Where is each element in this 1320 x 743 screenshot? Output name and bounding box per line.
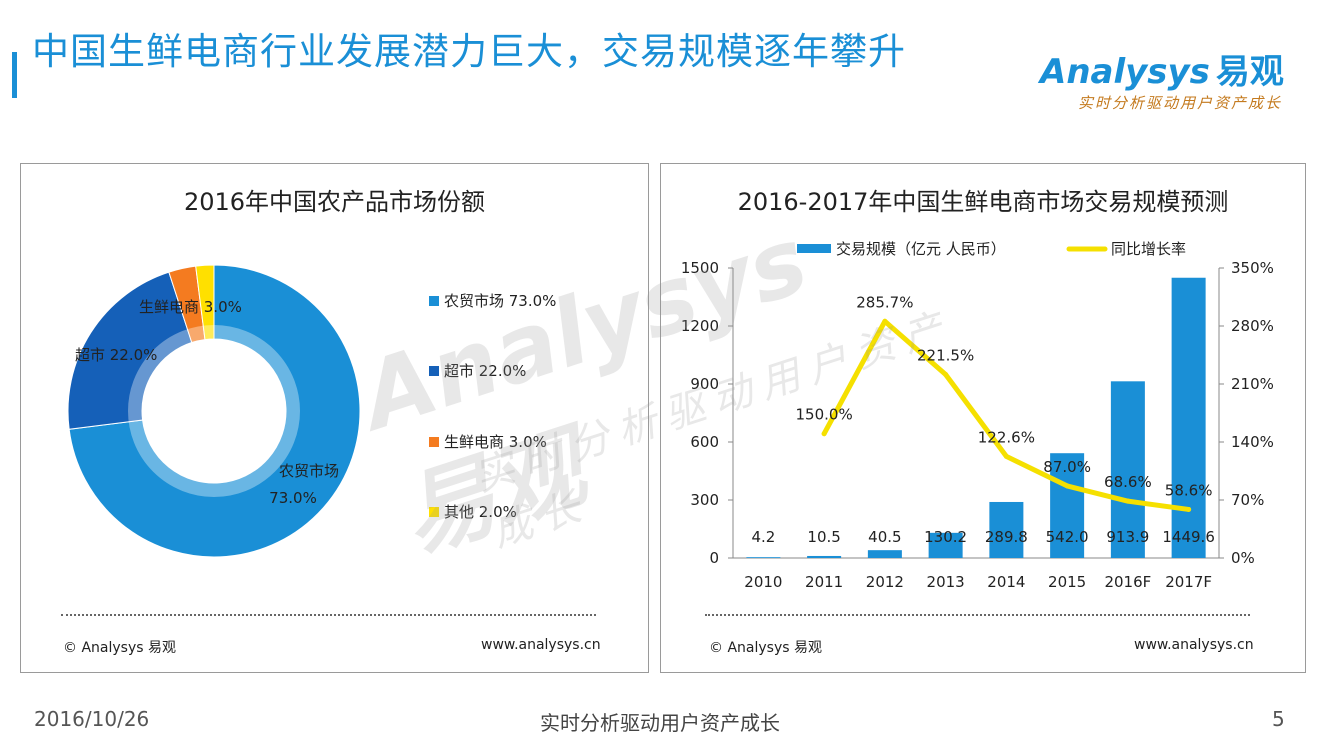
y-left-tick-label: 1500 bbox=[681, 259, 719, 277]
panel-divider bbox=[705, 614, 1250, 616]
legend-swatch bbox=[429, 296, 439, 306]
legend-swatch bbox=[429, 366, 439, 376]
legend-label: 同比增长率 bbox=[1111, 240, 1186, 258]
y-right-tick-label: 350% bbox=[1231, 259, 1274, 277]
y-left-tick-label: 1200 bbox=[681, 317, 719, 335]
logo-brand: Analysys bbox=[1040, 52, 1210, 92]
legend-swatch bbox=[429, 507, 439, 517]
bar bbox=[1050, 453, 1085, 558]
transaction-scale-panel: 2016-2017年中国生鲜电商市场交易规模预测 交易规模（亿元 人民币） 同比增… bbox=[660, 163, 1306, 673]
bar bbox=[989, 501, 1024, 558]
bar-value-label: 913.9 bbox=[1106, 528, 1149, 546]
bar bbox=[1110, 381, 1145, 558]
bar-value-label: 40.5 bbox=[868, 528, 901, 546]
donut-slice bbox=[67, 271, 193, 430]
title-accent-bar bbox=[12, 52, 17, 98]
donut-chart: 农贸市场 73.0% 超市 22.0% 生鲜电商 3.0% 农贸市场 73.0% 超市 2… bbox=[67, 264, 556, 558]
slice-label: 生鲜电商 3.0% bbox=[139, 298, 242, 316]
bar bbox=[867, 550, 902, 558]
bar-value-label: 130.2 bbox=[924, 528, 967, 546]
growth-rate-label: 285.7% bbox=[856, 293, 913, 311]
growth-rate-point bbox=[1186, 506, 1192, 512]
combo-chart-title: 2016-2017年中国生鲜电商市场交易规模预测 bbox=[737, 188, 1229, 216]
slice-label: 超市 22.0% bbox=[75, 346, 157, 364]
y-right-tick-label: 0% bbox=[1231, 549, 1255, 567]
bar bbox=[928, 532, 963, 558]
market-share-panel: 2016年中国农产品市场份额 农贸市场 73.0% 超市 22.0% 生鲜电商 3.0… bbox=[20, 163, 649, 673]
growth-rate-label: 150.0% bbox=[796, 406, 853, 424]
legend-label: 超市 22.0% bbox=[444, 362, 526, 380]
legend-swatch bbox=[797, 244, 831, 253]
donut-slice bbox=[195, 264, 215, 341]
growth-rate-point bbox=[821, 431, 827, 437]
page-number: 5 bbox=[1272, 707, 1285, 731]
x-tick-label: 2015 bbox=[1048, 573, 1086, 591]
bar bbox=[746, 557, 781, 558]
donut-slice bbox=[68, 264, 361, 558]
panel-divider bbox=[61, 614, 596, 616]
x-tick-label: 2014 bbox=[987, 573, 1025, 591]
growth-rate-point bbox=[943, 371, 949, 377]
growth-rate-point bbox=[882, 318, 888, 324]
x-tick-label: 2012 bbox=[866, 573, 904, 591]
website-link: www.analysys.cn bbox=[481, 637, 601, 653]
y-right-tick-label: 280% bbox=[1231, 317, 1274, 335]
slide-title: 中国生鲜电商行业发展潜力巨大，交易规模逐年攀升 bbox=[32, 30, 906, 73]
bar-value-label: 1449.6 bbox=[1162, 528, 1215, 546]
legend-label: 生鲜电商 3.0% bbox=[444, 433, 547, 451]
copyright-text: © Analysys 易观 bbox=[63, 640, 176, 656]
y-right-tick-label: 210% bbox=[1231, 375, 1274, 393]
legend-label: 农贸市场 73.0% bbox=[444, 292, 556, 310]
logo-slogan: 实时分析驱动用户资产成长 bbox=[1077, 94, 1282, 112]
bar-value-label: 10.5 bbox=[807, 528, 840, 546]
x-tick-label: 2010 bbox=[744, 573, 782, 591]
y-right-tick-label: 140% bbox=[1231, 433, 1274, 451]
slice-label: 农贸市场 bbox=[279, 462, 339, 480]
y-right-tick-label: 70% bbox=[1231, 491, 1264, 509]
growth-rate-point bbox=[1125, 498, 1131, 504]
analysys-logo: Analysys 易观 实时分析驱动用户资产成长 bbox=[1040, 44, 1300, 114]
copyright-text: © Analysys 易观 bbox=[709, 640, 822, 656]
y-left-tick-label: 600 bbox=[690, 433, 719, 451]
legend-label: 交易规模（亿元 人民币） bbox=[836, 240, 1006, 258]
donut-inner-ring bbox=[128, 325, 300, 497]
footer-slogan: 实时分析驱动用户资产成长 bbox=[540, 711, 780, 735]
bar bbox=[1171, 277, 1206, 558]
growth-rate-label: 87.0% bbox=[1043, 458, 1091, 476]
y-left-tick-label: 0 bbox=[709, 549, 719, 567]
growth-rate-label: 221.5% bbox=[917, 346, 974, 364]
x-tick-label: 2016F bbox=[1104, 573, 1151, 591]
legend-swatch bbox=[429, 437, 439, 447]
x-tick-label: 2011 bbox=[805, 573, 843, 591]
x-tick-label: 2017F bbox=[1165, 573, 1212, 591]
x-tick-label: 2013 bbox=[927, 573, 965, 591]
legend-label: 其他 2.0% bbox=[444, 503, 517, 521]
bar bbox=[807, 555, 842, 558]
growth-rate-label: 122.6% bbox=[978, 428, 1035, 446]
y-left-tick-label: 300 bbox=[690, 491, 719, 509]
combo-chart: 交易规模（亿元 人民币） 同比增长率 0 300 600 900 1200 1500 0% 70%… bbox=[681, 240, 1274, 591]
slice-label: 73.0% bbox=[269, 489, 317, 507]
growth-rate-label: 68.6% bbox=[1104, 473, 1152, 491]
bar-value-label: 542.0 bbox=[1046, 528, 1089, 546]
bar-value-label: 4.2 bbox=[751, 528, 775, 546]
logo-wordmark: Analysys 易观 bbox=[1040, 44, 1284, 93]
growth-rate-label: 58.6% bbox=[1165, 481, 1213, 499]
bar-value-label: 289.8 bbox=[985, 528, 1028, 546]
donut-chart-title: 2016年中国农产品市场份额 bbox=[183, 188, 486, 216]
growth-rate-point bbox=[1064, 483, 1070, 489]
y-left-tick-label: 900 bbox=[690, 375, 719, 393]
growth-rate-point bbox=[1003, 453, 1009, 459]
website-link: www.analysys.cn bbox=[1134, 637, 1254, 653]
footer-date: 2016/10/26 bbox=[34, 707, 150, 731]
logo-brand-cn: 易观 bbox=[1215, 52, 1284, 92]
